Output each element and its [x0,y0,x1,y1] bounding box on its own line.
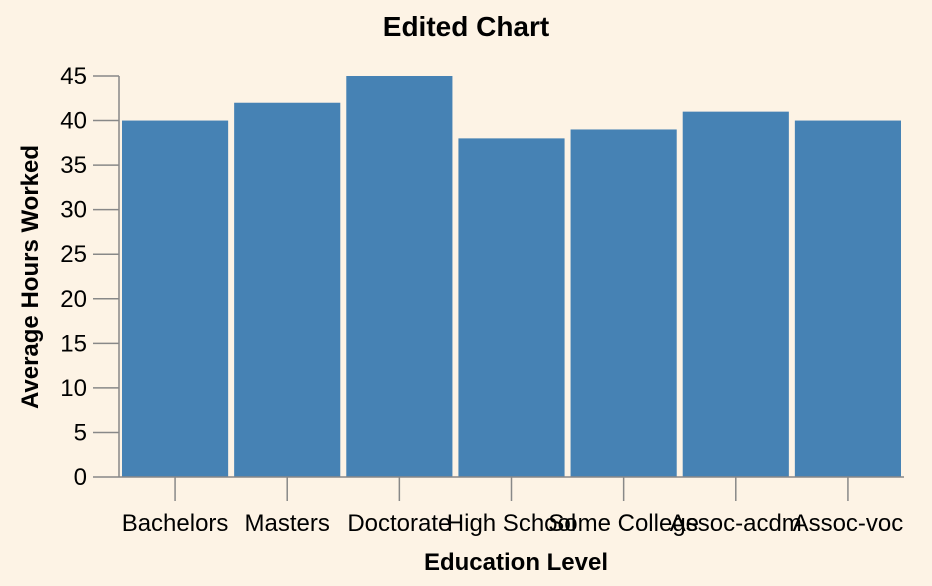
y-tick-label-9: 45 [60,63,87,90]
y-tick-label-7: 35 [60,152,87,179]
y-tick-label-0: 0 [74,464,87,491]
x-tick-label-4: Some College [548,510,699,537]
bars-group [122,76,901,478]
x-tick-label-2: Doctorate [347,510,451,537]
x-tick-label-3: High School [447,510,576,537]
y-axis: 0 5 10 15 20 25 30 35 40 45 [60,63,120,491]
y-tick-label-4: 20 [60,286,87,313]
bar-3 [458,138,565,477]
x-axis-title: Education Level [424,549,608,576]
bar-2 [346,76,453,477]
x-tick-label-5: Assoc-acdm [670,510,802,537]
y-tick-label-8: 40 [60,108,87,135]
y-axis-title: Average Hours Worked [17,145,44,409]
bar-1 [234,102,341,477]
y-tick-label-6: 30 [60,197,87,224]
bar-4 [570,129,677,477]
chart-title: Edited Chart [383,11,549,42]
x-tick-label-6: Assoc-voc [793,510,904,537]
bar-5 [682,111,789,478]
y-tick-label-5: 25 [60,241,87,268]
x-tick-label-0: Bachelors [122,510,229,537]
x-tick-label-1: Masters [245,510,330,537]
bar-6 [794,120,901,478]
bar-0 [122,120,229,478]
y-tick-label-1: 5 [74,419,87,446]
y-tick-label-3: 15 [60,330,87,357]
y-tick-label-2: 10 [60,375,87,402]
